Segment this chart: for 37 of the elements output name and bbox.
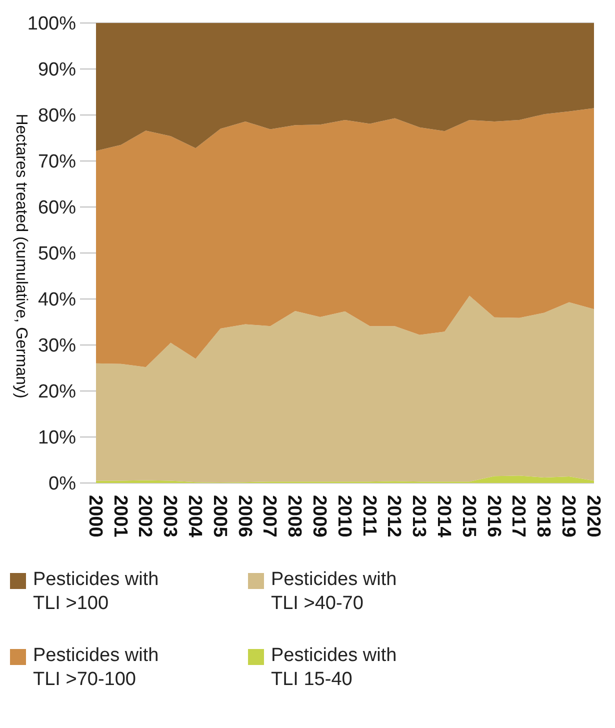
legend-label: Pesticides with TLI >100 [33, 568, 160, 616]
legend-label: Pesticides with TLI >70-100 [33, 644, 160, 692]
x-tick-label: 2013 [408, 495, 430, 538]
x-tick-label: 2003 [159, 495, 180, 538]
y-tick-label: 0% [48, 474, 76, 495]
y-tick-label: 30% [38, 336, 76, 357]
x-tick-label: 2011 [358, 495, 380, 537]
x-tick-label: 2009 [308, 495, 330, 538]
x-tick-label: 2002 [134, 495, 156, 538]
x-tick-label: 2014 [432, 495, 454, 538]
x-tick-label: 2008 [284, 495, 305, 538]
y-tick-label: 100% [27, 14, 76, 35]
y-tick-label: 50% [38, 244, 76, 265]
legend-label: Pesticides with TLI >40-70 [271, 568, 398, 616]
x-tick-label: 2005 [208, 495, 230, 538]
y-tick-label: 70% [38, 152, 76, 173]
x-tick-label: 2020 [582, 495, 604, 538]
y-axis-title: Hectares treated (cumulative, Germany) [11, 113, 30, 398]
y-tick-label: 20% [38, 382, 76, 403]
legend-label: Pesticides with TLI 15-40 [271, 644, 398, 692]
x-tick-label: 2018 [532, 495, 554, 538]
y-tick-label: 90% [38, 60, 76, 81]
y-tick-label: 80% [38, 106, 76, 127]
x-tick-label: 2001 [109, 495, 130, 538]
x-tick-label: 2004 [184, 495, 205, 538]
y-tick-label: 40% [38, 290, 76, 311]
x-tick-label: 2000 [84, 495, 106, 538]
x-tick-label: 2010 [333, 495, 354, 538]
y-tick-label: 10% [38, 428, 76, 449]
x-tick-label: 2015 [458, 495, 479, 538]
x-tick-label: 2016 [482, 495, 504, 538]
x-tick-label: 2019 [557, 495, 578, 538]
x-tick-label: 2007 [258, 495, 280, 538]
x-tick-label: 2012 [383, 495, 404, 538]
x-tick-label: 2017 [508, 495, 529, 538]
y-tick-label: 60% [38, 198, 76, 219]
x-tick-label: 2006 [234, 495, 255, 538]
